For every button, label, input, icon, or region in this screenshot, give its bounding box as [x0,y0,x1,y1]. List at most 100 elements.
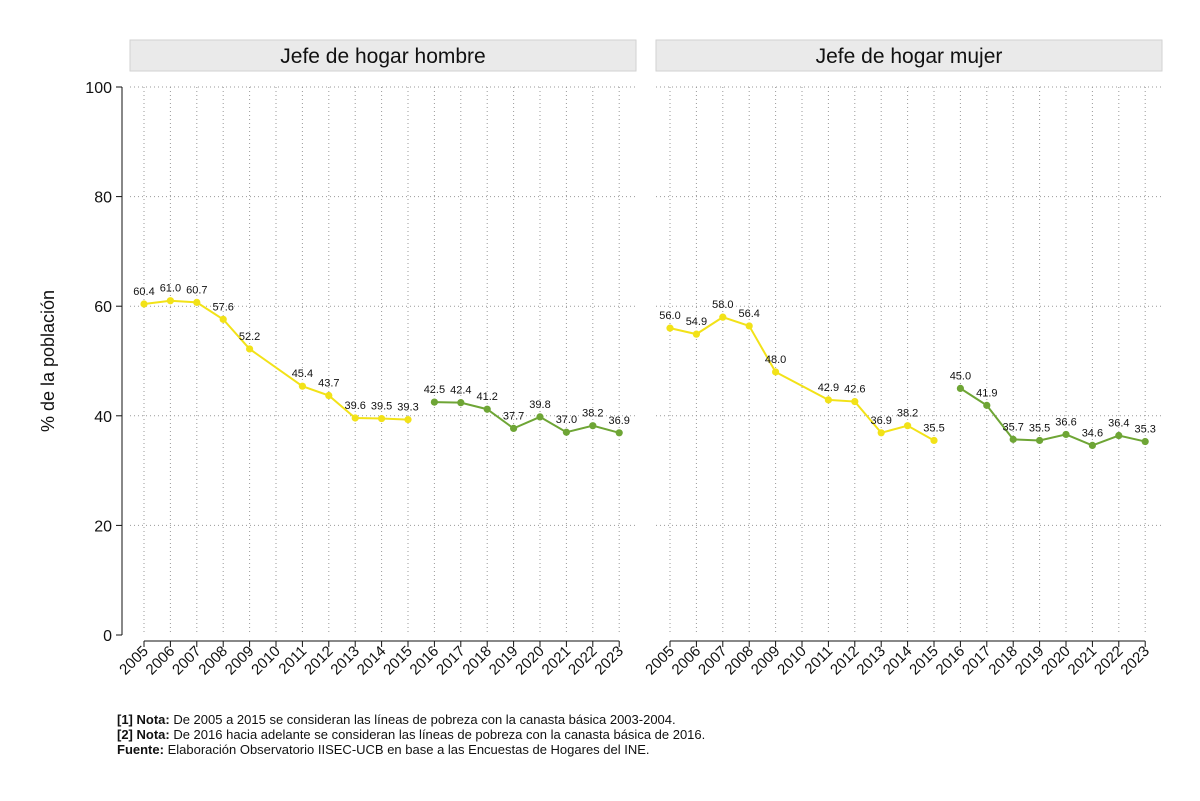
x-tick-label: 2019 [486,643,522,679]
data-point [509,424,518,433]
y-tick-label: 80 [94,190,112,207]
data-label: 42.6 [844,384,865,396]
x-tick-label: 2006 [669,643,705,679]
data-label: 34.6 [1082,427,1103,439]
x-tick-label: 2022 [1091,643,1127,679]
x-tick-label: 2021 [1065,643,1101,679]
data-point [298,382,306,390]
panel-title: Jefe de hogar mujer [816,45,1003,68]
data-point [1036,436,1044,445]
data-point [1088,441,1096,449]
data-label: 39.5 [371,401,392,413]
x-tick-label: 2014 [880,643,916,679]
y-tick-label: 60 [94,299,112,316]
x-tick-label: 2017 [433,643,469,679]
x-tick-label: 2012 [827,643,863,679]
x-tick-label: 2011 [801,643,836,678]
x-tick-label: 2017 [959,643,995,679]
data-point [1115,431,1123,440]
notes: [1] Nota: De 2005 a 2015 se consideran l… [117,712,705,757]
data-point [851,397,859,406]
x-tick-label: 2021 [539,643,575,679]
data-label: 52.2 [239,331,260,343]
data-label: 38.2 [582,408,603,420]
data-point [351,414,359,422]
y-tick-label: 100 [85,80,112,97]
x-tick-label: 2013 [853,643,889,679]
data-label: 60.7 [186,284,207,296]
chart: 0 20 40 60 80 100 % de la población Jefe de hog… [38,39,1163,679]
data-point [877,429,885,437]
x-tick-label: 2012 [301,643,337,679]
y-tick-label: 20 [94,518,112,535]
data-label: 43.7 [318,378,339,390]
data-point [930,436,938,445]
x-tick-label: 2005 [642,643,678,679]
data-label: 37.0 [556,414,577,426]
data-point [692,330,701,338]
series-line [143,299,409,421]
x-tick-label: 2020 [1038,643,1074,679]
panel-header [129,39,637,72]
data-point [1062,430,1070,439]
x-tick-label: 2009 [748,643,784,679]
data-point [140,300,148,308]
data-label: 35.7 [1002,421,1023,433]
data-label: 56.4 [738,308,759,320]
data-point [1141,437,1149,446]
data-label: 61.0 [160,283,181,295]
data-point [983,401,991,409]
data-point [1009,435,1017,443]
data-point [430,398,438,406]
data-point [824,396,833,404]
x-tick-label: 2015 [906,643,942,679]
x-tick-label: 2011 [275,643,310,678]
data-point [615,429,623,437]
data-label: 39.6 [344,400,365,412]
data-label: 60.4 [133,286,154,298]
source-note: Fuente: Elaboración Observatorio IISEC-U… [117,742,650,757]
data-label: 36.9 [608,415,629,427]
data-label: 37.7 [503,410,524,422]
data-label: 39.8 [529,399,550,411]
x-tick-label: 2014 [354,643,390,679]
note-2: [2] Nota: De 2016 hacia adelante se cons… [117,727,706,742]
panel-header [655,39,1163,72]
x-tick-label: 2023 [591,643,627,679]
data-label: 58.0 [712,299,733,311]
data-label: 35.5 [923,422,944,434]
x-tick-label: 2013 [327,643,363,679]
y-axis-label: % de la población [38,290,58,432]
y-tick-label: 0 [103,628,112,645]
data-point [666,324,674,332]
data-point [536,413,544,421]
data-label: 42.5 [424,384,445,396]
x-tick-label: 2009 [222,643,258,679]
data-label: 35.3 [1134,424,1155,436]
data-label: 39.3 [397,402,418,414]
data-point [904,422,912,430]
x-tick-label: 2008 [721,643,757,679]
y-tick-label: 40 [94,409,112,426]
data-point [719,313,727,321]
data-label: 36.6 [1055,416,1076,428]
x-tick-label: 2010 [774,643,810,679]
data-point [193,298,201,306]
data-label: 36.4 [1108,418,1129,430]
data-point [378,414,386,423]
panel-title: Jefe de hogar hombre [280,45,485,68]
series-line [434,401,620,434]
x-tick-label: 2008 [195,643,231,679]
x-tick-label: 2006 [143,643,179,679]
note-1: [1] Nota: De 2005 a 2015 se consideran l… [117,712,676,727]
x-tick-label: 2022 [565,643,601,679]
data-point [325,391,333,400]
data-label: 45.0 [950,370,971,382]
series-line [959,387,1146,447]
series-line [669,316,935,442]
data-point [404,416,412,424]
data-label: 42.4 [450,385,471,397]
x-tick-label: 2007 [695,643,731,679]
x-tick-label: 2007 [169,643,205,679]
data-point [483,405,491,413]
